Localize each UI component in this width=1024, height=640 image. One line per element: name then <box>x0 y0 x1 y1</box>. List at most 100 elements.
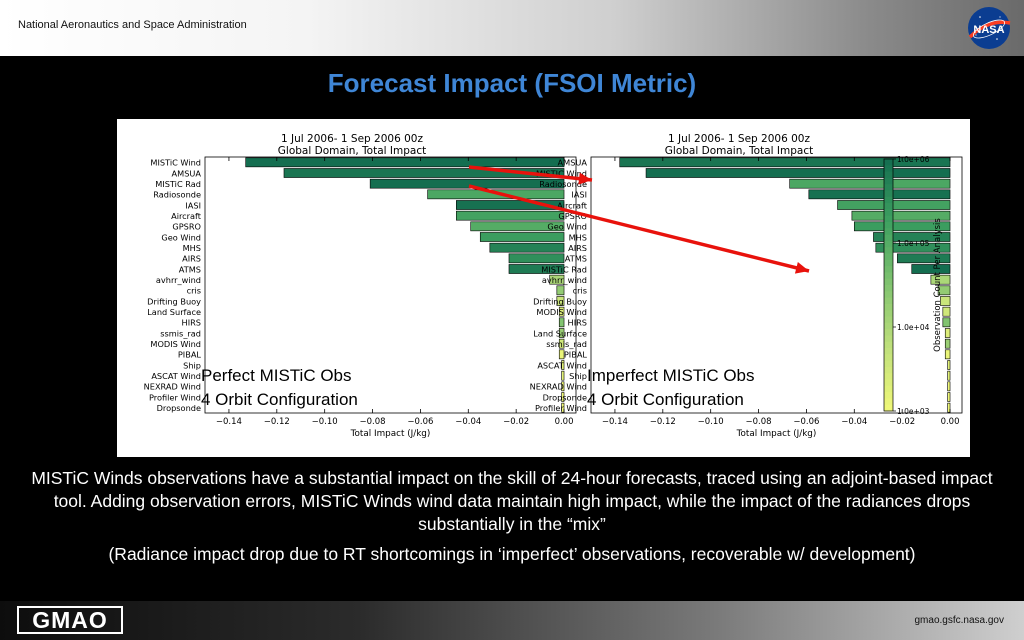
bar <box>937 285 951 296</box>
chart-title: 1 Jul 2006- 1 Sep 2006 00z <box>281 133 423 145</box>
x-tick-label: −0.10 <box>312 417 338 427</box>
bar <box>944 338 951 349</box>
category-label: ATMS <box>565 254 587 264</box>
category-label: ssmis_rad <box>160 328 201 338</box>
colorbar-segment <box>884 253 893 261</box>
bar <box>561 392 565 402</box>
svg-text:NASA: NASA <box>973 24 1004 36</box>
x-axis-label: Total Impact (J/kg) <box>736 429 817 439</box>
colorbar-segment <box>884 341 893 349</box>
colorbar-segment <box>884 398 893 406</box>
x-tick-label: −0.06 <box>793 417 819 427</box>
bar <box>942 317 951 328</box>
colorbar-segment <box>884 184 893 191</box>
category-label: AIRS <box>182 254 201 264</box>
category-label: Geo Wind <box>161 232 201 242</box>
x-tick-label: −0.08 <box>746 417 772 427</box>
footer-bar <box>0 601 1024 640</box>
category-label: Dropsonde <box>543 392 587 402</box>
colorbar-segment <box>884 360 893 368</box>
bar <box>808 189 951 200</box>
colorbar-tick-label: 1.0e+04 <box>897 323 930 332</box>
category-label: Geo Wind <box>547 222 587 232</box>
bar <box>944 328 951 338</box>
nasa-logo-icon: NASA <box>968 7 1011 49</box>
colorbar-segment <box>884 165 893 173</box>
category-label: MISTiC Wind <box>150 158 201 168</box>
footer-url: gmao.gsfc.nasa.gov <box>914 615 1005 626</box>
category-label: avhrr_wind <box>542 275 587 285</box>
category-label: ATMS <box>179 264 201 274</box>
agency-name: National Aeronautics and Space Administr… <box>18 19 247 31</box>
bar <box>789 178 951 189</box>
bar <box>851 210 951 221</box>
bar <box>479 232 565 242</box>
x-tick-label: −0.02 <box>889 417 915 427</box>
x-tick-label: −0.12 <box>264 417 290 427</box>
bar <box>508 253 565 264</box>
colorbar-label: Observation Count Per Analysis <box>933 218 943 352</box>
bar <box>561 402 565 413</box>
bar <box>558 317 565 328</box>
bar <box>853 221 951 232</box>
category-label: MHS <box>569 232 587 242</box>
colorbar-segment <box>884 297 893 305</box>
category-label: MODIS Wind <box>150 339 201 349</box>
category-label: Profiler Wind <box>149 392 201 402</box>
gmao-logo: GMAO <box>17 606 123 634</box>
colorbar-segment <box>884 209 893 217</box>
x-tick-label: −0.04 <box>455 417 481 427</box>
bar <box>558 349 565 360</box>
x-tick-label: −0.08 <box>360 417 386 427</box>
colorbar: 1.0e+06 1.0e+05 1.0e+04 1.0e+03 Observation … <box>883 155 943 416</box>
colorbar-segment <box>884 348 893 355</box>
bar <box>947 392 951 402</box>
category-label: Radiosonde <box>153 190 201 200</box>
slide-title: Forecast Impact (FSOI Metric) <box>327 68 697 98</box>
bar <box>897 253 951 264</box>
bar <box>508 264 565 274</box>
bar <box>558 306 565 317</box>
colorbar-tick-label: 1.0e+06 <box>897 155 930 164</box>
category-label: HIRS <box>182 318 201 328</box>
bar <box>283 168 565 178</box>
bar <box>873 232 951 242</box>
category-label: Aircraft <box>557 200 588 210</box>
colorbar-segment <box>884 228 893 236</box>
bar <box>930 274 951 285</box>
x-tick-label: −0.06 <box>407 417 433 427</box>
caption-paragraph-1: MISTiC Winds observations have a substan… <box>31 468 993 534</box>
colorbar-segment <box>884 234 893 242</box>
colorbar-segment <box>884 259 893 267</box>
colorbar-segment <box>884 278 893 286</box>
colorbar-segment <box>884 316 893 324</box>
bar <box>456 200 565 210</box>
category-label: cris <box>573 286 587 296</box>
bar <box>947 370 951 381</box>
chart-title: 1 Jul 2006- 1 Sep 2006 00z <box>668 133 810 145</box>
bar <box>942 306 951 317</box>
x-tick-label: 0.00 <box>941 417 960 427</box>
bar <box>875 242 951 253</box>
x-tick-label: −0.12 <box>650 417 676 427</box>
colorbar-segment <box>884 190 893 198</box>
bar <box>940 296 951 306</box>
category-label: avhrr_wind <box>156 275 201 285</box>
category-label: cris <box>187 286 201 296</box>
bar <box>470 221 565 232</box>
category-label: GPSRO <box>172 222 201 232</box>
bar <box>456 210 565 221</box>
chart-subtitle: Global Domain, Total Impact <box>665 145 813 157</box>
colorbar-segment <box>884 329 893 336</box>
arrow-mistic-rad-shaft <box>468 184 810 273</box>
caption: MISTiC Winds observations have a substan… <box>20 467 1004 566</box>
colorbar-segment <box>884 379 893 387</box>
category-label: PIBAL <box>564 350 588 360</box>
x-tick-label: −0.14 <box>602 417 628 427</box>
category-label: IASI <box>571 190 587 200</box>
colorbar-segment <box>884 404 893 412</box>
colorbar-segment <box>884 392 893 399</box>
annotation-arrows <box>468 165 810 274</box>
fsoi-figure: 1 Jul 2006- 1 Sep 2006 00z Global Domain,… <box>117 119 970 457</box>
category-label: Land Surface <box>533 328 587 338</box>
